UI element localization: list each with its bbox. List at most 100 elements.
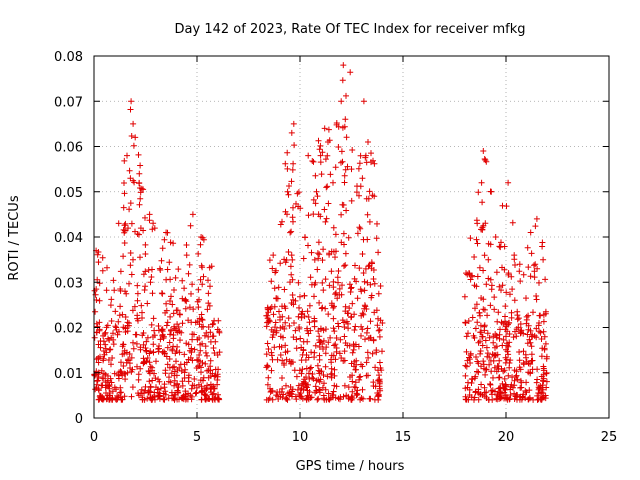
data-point [351,275,358,282]
data-point [360,236,367,243]
data-point [138,386,145,393]
data-point [205,277,211,284]
data-point [157,267,164,273]
data-point [270,311,277,318]
data-point [345,384,352,391]
data-point [264,363,271,370]
data-point [529,331,535,338]
data-point [330,224,337,231]
data-point [141,390,147,396]
data-point [122,371,129,377]
data-point [322,218,329,225]
data-point [357,152,364,159]
data-point [532,261,539,268]
data-point [273,267,279,274]
data-point [339,77,346,84]
data-point [356,265,363,272]
data-point [484,330,491,337]
data-point [137,195,144,202]
data-point [359,251,366,257]
x-tick-label: 10 [292,430,309,445]
data-point [482,371,489,378]
data-point [101,351,108,358]
data-point [166,259,173,266]
data-point [119,311,126,318]
data-point [377,283,384,289]
data-point [122,325,129,332]
data-point [293,373,300,380]
data-point [205,333,212,340]
data-point [283,395,290,402]
data-point [207,357,214,364]
data-point [289,292,296,298]
data-point [298,344,305,351]
data-point [207,283,213,290]
data-point [290,334,297,341]
data-point [309,371,316,377]
data-point [341,348,348,355]
data-point [297,393,304,400]
data-point [209,321,216,328]
data-point [505,351,512,358]
data-point [474,319,481,326]
data-point [319,279,326,286]
data-point [483,395,490,401]
data-point [331,342,338,349]
data-point [517,366,524,373]
data-point [188,290,194,297]
data-point [367,318,374,325]
data-point [121,240,128,246]
data-point [134,312,141,319]
data-point [328,268,335,275]
data-point [297,335,304,342]
y-axis-label: ROTI / TECUs [7,195,22,280]
data-point [508,309,515,316]
data-point [101,331,108,337]
data-point [189,336,196,343]
data-point [159,290,166,297]
data-point [272,324,278,331]
data-point [170,310,177,317]
data-point [330,179,336,186]
data-point [272,319,279,326]
data-point [520,271,527,278]
x-tick-label: 20 [498,430,515,445]
data-point [164,344,171,351]
data-point [330,325,337,332]
data-point [126,280,132,287]
data-point [190,306,197,313]
data-point [107,346,114,353]
data-point [516,394,523,401]
data-point [197,377,204,384]
data-point [290,120,297,127]
data-point [502,318,508,325]
data-point [523,295,529,302]
data-point [331,303,337,310]
data-point [358,332,364,339]
data-point [368,292,375,299]
data-point [496,388,503,395]
data-point [146,211,153,218]
data-point [468,380,475,386]
data-point [536,279,542,286]
data-point [290,204,296,211]
data-point [91,334,98,341]
data-point [525,264,532,271]
data-point [318,171,325,178]
data-point [150,315,157,322]
data-point [350,346,357,353]
data-point [148,274,155,280]
data-point [502,354,509,361]
data-point [302,380,309,386]
data-point [477,312,483,319]
data-point [492,352,499,359]
data-point [155,376,162,383]
data-point [359,175,366,182]
data-point [273,327,280,334]
data-point [120,363,127,369]
data-point [482,157,489,164]
data-point [140,227,147,234]
data-point [121,180,127,186]
data-point [117,368,124,375]
data-point [504,348,511,355]
